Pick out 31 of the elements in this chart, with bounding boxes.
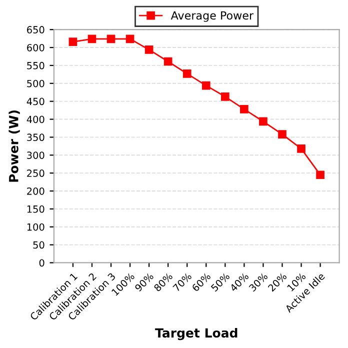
y-tick-label: 500 — [27, 80, 44, 88]
legend-label: Average Power — [170, 11, 254, 22]
y-tick-label: 450 — [26, 98, 44, 106]
y-tick-label: 250 — [27, 170, 44, 177]
point — [316, 170, 324, 180]
y-tick-label: 50 — [33, 241, 44, 249]
y-tick-label: 200 — [27, 187, 44, 195]
point — [202, 81, 210, 90]
y-tick-label: 0 — [39, 259, 44, 267]
point — [297, 144, 306, 153]
point — [259, 117, 268, 126]
point — [144, 46, 154, 54]
y-tick-label: 350 — [27, 134, 44, 142]
y-tick-label: 600 — [27, 44, 44, 52]
y-tick-label: 150 — [27, 205, 44, 213]
y-tick-label: 650 — [27, 26, 44, 34]
y-axis-title: Power (W) — [8, 110, 20, 182]
point — [68, 38, 78, 46]
point — [106, 34, 116, 44]
point — [220, 92, 230, 101]
point — [240, 105, 248, 114]
y-tick-label: 100 — [27, 223, 44, 231]
y-tick-label: 300 — [27, 152, 44, 159]
point — [182, 70, 192, 78]
point — [126, 34, 134, 44]
point — [88, 34, 96, 44]
y-tick-label: 400 — [26, 116, 44, 124]
x-axis-title: Target Load — [155, 328, 238, 340]
y-tick-label: 550 — [27, 62, 44, 70]
point — [278, 130, 286, 138]
point — [164, 57, 172, 66]
